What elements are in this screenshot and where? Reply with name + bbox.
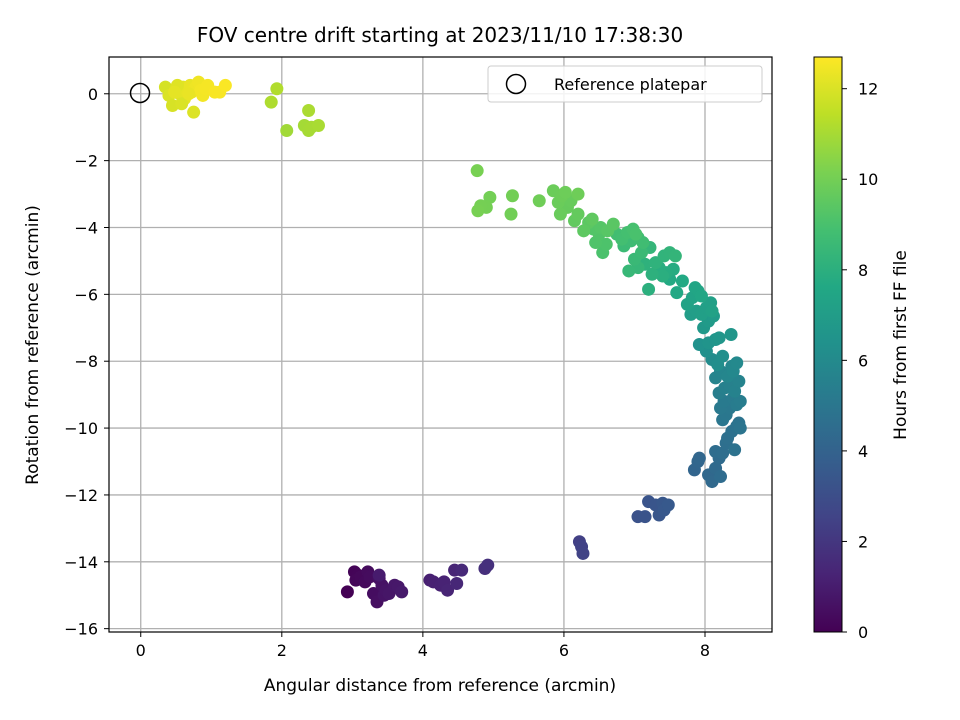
data-point [599, 237, 613, 251]
data-point [168, 85, 182, 99]
data-point [712, 331, 726, 345]
data-point [635, 246, 649, 260]
data-point [175, 97, 189, 111]
y-axis-label: Rotation from reference (arcmin) [23, 205, 43, 485]
data-point [577, 224, 591, 238]
data-point [714, 470, 728, 484]
data-point [606, 217, 620, 231]
data-point [450, 577, 464, 591]
colorbar-tick-label: 6 [858, 351, 868, 370]
data-point [187, 105, 201, 119]
y-tick-label: −16 [64, 620, 98, 639]
legend-box [487, 65, 763, 103]
data-point [716, 349, 730, 363]
data-point [182, 87, 196, 101]
data-point [481, 558, 495, 572]
data-point [471, 204, 485, 218]
data-point [571, 207, 585, 221]
data-point [705, 304, 719, 318]
colorbar-tick-label: 0 [858, 623, 868, 642]
reference-marker [129, 82, 151, 104]
y-tick-label: 0 [88, 85, 98, 104]
data-point [302, 103, 316, 117]
data-point [280, 124, 294, 138]
data-point [470, 164, 484, 178]
x-tick-label: 4 [418, 641, 428, 660]
data-point [629, 227, 643, 241]
data-point [724, 327, 738, 341]
data-point [218, 78, 232, 92]
data-point [642, 282, 656, 296]
x-axis-ticks: 0 2 4 6 8 [136, 632, 710, 660]
y-tick-label: −6 [74, 285, 98, 304]
data-point [270, 82, 284, 96]
data-point [716, 446, 730, 460]
y-tick-label: −10 [64, 419, 98, 438]
data-point [340, 585, 354, 599]
legend-marker [505, 73, 527, 95]
data-point [455, 563, 469, 577]
data-point [504, 207, 518, 221]
colorbar-tick-label: 10 [858, 170, 878, 189]
data-point [576, 546, 590, 560]
data-point [585, 212, 599, 226]
y-tick-label: −8 [74, 352, 98, 371]
colorbar-label: Hours from first FF file [891, 250, 911, 440]
colorbar-gradient [813, 56, 843, 633]
data-point [483, 190, 497, 204]
y-tick-label: −12 [64, 486, 98, 505]
data-point [532, 194, 546, 208]
colorbar-tick-label: 2 [858, 532, 868, 551]
colorbar-tick-label: 12 [858, 80, 878, 99]
x-axis-label: Angular distance from reference (arcmin) [264, 676, 616, 696]
colorbar-ticks: 0 2 4 6 8 10 12 [842, 80, 878, 642]
y-tick-label: −4 [74, 218, 98, 237]
data-point [670, 286, 684, 300]
data-point [441, 583, 455, 597]
data-point [264, 95, 278, 109]
data-point [558, 185, 572, 199]
data-point [728, 443, 742, 457]
data-point [505, 189, 519, 203]
data-point [733, 394, 747, 408]
data-point [728, 384, 742, 398]
x-tick-label: 2 [277, 641, 287, 660]
data-point [733, 421, 747, 435]
data-point [675, 274, 689, 288]
x-tick-label: 0 [136, 641, 146, 660]
data-point [571, 187, 585, 201]
data-point [372, 568, 386, 582]
colorbar-tick-label: 8 [858, 261, 868, 280]
data-point [694, 289, 708, 303]
data-point [730, 356, 744, 370]
data-point [311, 119, 325, 133]
data-point [553, 207, 567, 221]
plot-frame [108, 56, 773, 633]
data-point [668, 249, 682, 263]
data-point [638, 510, 652, 524]
data-point [692, 451, 706, 465]
colorbar-tick-label: 4 [858, 442, 868, 461]
colorbar: 0 2 4 6 8 10 12 Hours from first FF file [813, 56, 911, 642]
y-tick-label: −14 [64, 553, 98, 572]
legend: Reference platepar [487, 65, 763, 103]
x-tick-label: 8 [700, 641, 710, 660]
data-points [158, 75, 747, 609]
data-point [656, 269, 670, 283]
grid-lines [109, 57, 772, 632]
data-point [395, 585, 409, 599]
data-point [732, 374, 746, 388]
data-point [645, 267, 659, 281]
data-point [622, 264, 636, 278]
x-tick-label: 6 [559, 641, 569, 660]
legend-label: Reference platepar [554, 75, 707, 94]
data-point [661, 498, 675, 512]
chart-title: FOV centre drift starting at 2023/11/10 … [197, 23, 683, 47]
y-tick-label: −2 [74, 152, 98, 171]
y-axis-ticks: 0 −2 −4 −6 −8 −10 −12 −14 −16 [64, 85, 109, 639]
